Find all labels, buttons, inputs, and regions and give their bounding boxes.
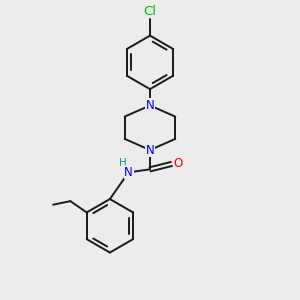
- Text: N: N: [146, 99, 154, 112]
- Text: H: H: [119, 158, 127, 168]
- Text: N: N: [124, 166, 133, 179]
- Text: N: N: [146, 143, 154, 157]
- Text: O: O: [173, 158, 182, 170]
- Text: Cl: Cl: [143, 5, 157, 18]
